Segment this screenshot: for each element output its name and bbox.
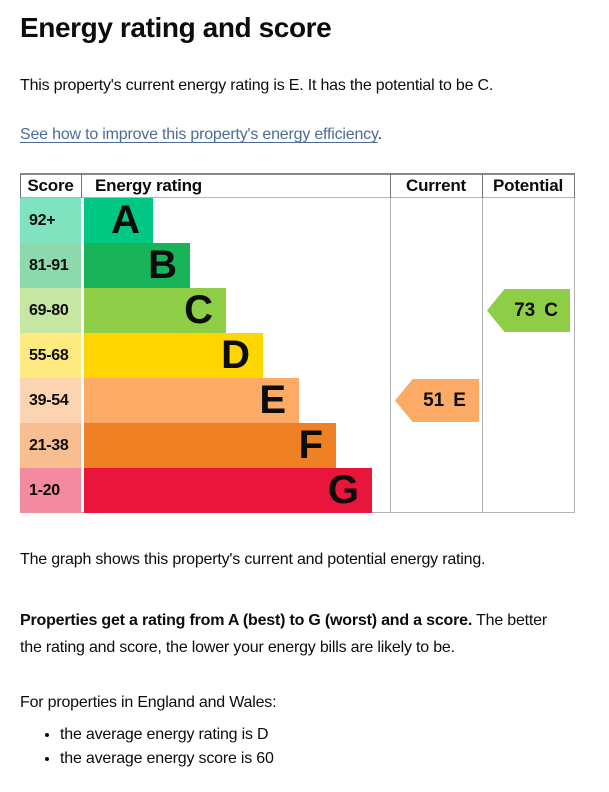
rating-bar-a: A — [84, 198, 153, 243]
score-range-a: 92+ — [20, 198, 81, 243]
score-range-f: 21-38 — [20, 423, 81, 468]
region-note: For properties in England and Wales: — [20, 694, 277, 711]
improve-efficiency-link[interactable]: See how to improve this property's energ… — [20, 126, 378, 143]
score-column-header: Score — [27, 176, 74, 195]
average-stats-list: the average energy rating is Dthe averag… — [20, 723, 609, 771]
chart-right-border — [574, 173, 575, 513]
intro-text: This property's current energy rating is… — [20, 77, 494, 94]
rating-explanation: Properties get a rating from A (best) to… — [20, 607, 609, 661]
improve-link-line: See how to improve this property's energ… — [20, 124, 609, 146]
rating-bar-g: G — [84, 468, 372, 513]
epc-chart: Score Energy rating Current Potential 92… — [20, 173, 575, 513]
potential-rating-arrow-letter: C — [544, 299, 558, 321]
link-suffix: . — [377, 126, 382, 143]
page-title: Energy rating and score — [20, 12, 332, 43]
graph-caption: The graph shows this property's current … — [20, 551, 486, 568]
energy-rating-page: Energy rating and score This property's … — [0, 11, 609, 771]
potential-column-header: Potential — [493, 176, 563, 195]
chart-top-border — [20, 173, 575, 175]
rating-bar-c: C — [84, 288, 226, 333]
epc-rows: 92+ A 81-91 B 69-80 C 55-68 D 39-54 E 21-38 F 1-20 G — [20, 198, 372, 513]
rating-bar-e: E — [84, 378, 299, 423]
score-range-c: 69-80 — [20, 288, 81, 333]
band-row-b: 81-91 B — [20, 243, 372, 288]
list-item: the average energy score is 60 — [60, 747, 609, 771]
band-row-g: 1-20 G — [20, 468, 372, 513]
score-range-d: 55-68 — [20, 333, 81, 378]
score-range-b: 81-91 — [20, 243, 81, 288]
rating-bar-b: B — [84, 243, 190, 288]
potential-column-divider — [482, 173, 483, 513]
rating-explanation-rest: The better — [476, 612, 547, 629]
score-range-g: 1-20 — [20, 468, 81, 513]
list-item: the average energy rating is D — [60, 723, 609, 747]
potential-rating-arrow-score: 73 — [514, 299, 536, 321]
score-column-divider — [81, 173, 82, 198]
score-range-e: 39-54 — [20, 378, 81, 423]
energy-rating-column-header: Energy rating — [95, 176, 202, 195]
rating-explanation-bold: Properties get a rating from A (best) to… — [20, 612, 473, 629]
current-column-divider — [390, 173, 391, 513]
chart-header-row: Score Energy rating Current Potential — [20, 175, 575, 197]
chart-header-divider — [20, 197, 575, 198]
rating-bar-f: F — [84, 423, 336, 468]
current-rating-arrow: 51 E — [395, 379, 479, 422]
current-rating-arrow-score: 51 — [423, 389, 445, 411]
band-row-c: 69-80 C — [20, 288, 372, 333]
current-column-header: Current — [406, 176, 466, 195]
potential-rating-arrow: 73 C — [487, 289, 570, 332]
band-row-f: 21-38 F — [20, 423, 372, 468]
current-rating-arrow-letter: E — [453, 389, 466, 411]
band-row-e: 39-54 E — [20, 378, 372, 423]
band-row-d: 55-68 D — [20, 333, 372, 378]
rating-bar-d: D — [84, 333, 263, 378]
rating-explanation-line2: the rating and score, the lower your ene… — [20, 639, 455, 656]
band-row-a: 92+ A — [20, 198, 372, 243]
